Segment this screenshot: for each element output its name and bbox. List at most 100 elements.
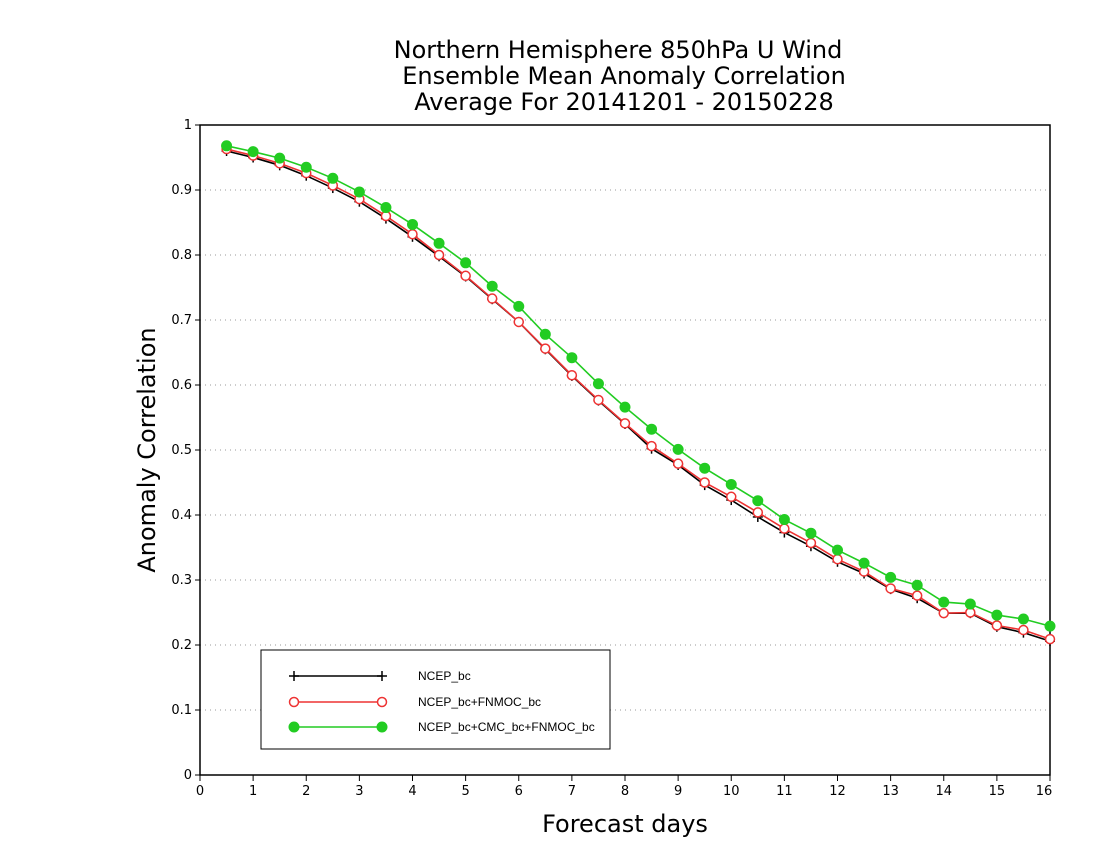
x-tick-label: 2 [302,784,310,799]
data-point [288,696,300,708]
data-point [327,172,339,184]
data-point [725,478,737,490]
x-tick-label: 9 [674,784,682,799]
series-layer [221,140,1056,647]
series-1 [221,146,1055,647]
data-point [513,316,524,328]
y-tick-label: 0.9 [171,183,192,198]
data-point [672,443,684,455]
x-tick-label: 5 [461,784,469,799]
x-tick-label: 6 [515,784,523,799]
x-axis-label: Forecast days [542,810,708,838]
data-point [964,598,976,610]
x-tick-label: 4 [408,784,416,799]
data-point [486,280,498,292]
x-axis: 0 1 2 3 4 5 6 7 8 9 10 11 12 13 14 15 16 [196,775,1052,799]
data-point [1044,620,1056,632]
data-point [832,544,843,556]
x-tick-label: 0 [196,784,204,799]
data-point [513,300,525,312]
x-tick-label: 11 [776,784,793,799]
y-axis-label: Anomaly Correlation [133,327,161,572]
series-line [226,145,1051,627]
data-point [885,583,896,594]
data-point [805,537,817,549]
legend-label: NCEP_bc+CMC_bc+FNMOC_bc [418,720,595,734]
data-point [805,527,817,539]
data-point [407,228,418,240]
x-tick-label: 3 [355,784,363,799]
data-point [778,514,790,526]
data-point [486,293,498,304]
data-point [539,328,551,340]
chart-title: Northern Hemisphere 850hPa U Wind Ensemb… [394,36,846,116]
data-point [858,557,870,569]
data-point [377,671,387,681]
data-point [1017,613,1029,625]
legend-item: NCEP_bc [289,669,471,683]
y-tick-label: 0.7 [171,313,192,328]
data-point [300,161,312,173]
y-tick-label: 0.6 [171,378,192,393]
data-point [646,423,658,435]
data-point [274,152,286,164]
data-point [991,609,1003,621]
data-point [832,553,843,565]
y-axis: 0 0.1 0.2 0.3 0.4 0.5 0.6 0.7 0.8 0.9 1 [171,118,200,783]
y-tick-label: 1 [184,118,192,133]
x-tick-label: 1 [249,784,257,799]
data-point [460,270,471,282]
data-point [566,370,578,381]
data-point [566,352,578,364]
data-point [353,186,365,198]
data-point [1018,624,1029,636]
data-point [289,671,299,681]
data-point [779,523,790,534]
data-point [726,491,737,503]
title-line-3: Average For 20141201 - 20150228 [414,88,834,116]
x-tick-label: 16 [1036,784,1053,799]
data-point [619,418,631,429]
legend-item: NCEP_bc+CMC_bc+FNMOC_bc [288,720,595,734]
x-tick-label: 13 [882,784,899,799]
data-point [752,495,764,507]
legend-label: NCEP_bc+FNMOC_bc [418,695,541,709]
data-point [885,571,897,583]
x-tick-label: 10 [723,784,740,799]
data-point [938,596,950,608]
data-point [592,378,604,390]
data-point [376,696,388,708]
y-tick-label: 0.8 [171,248,192,263]
y-tick-label: 0.4 [171,508,192,523]
data-point [407,218,418,230]
title-line-2: Ensemble Mean Anomaly Correlation [402,62,846,90]
data-point [460,257,472,269]
data-point [376,721,388,733]
data-point [221,140,233,152]
x-tick-label: 12 [829,784,846,799]
data-point [938,607,949,619]
series-line [226,148,1051,640]
data-point [699,462,711,474]
y-tick-label: 0.5 [171,443,192,458]
y-tick-label: 0.3 [171,573,192,588]
data-point [619,401,631,413]
x-tick-label: 8 [621,784,629,799]
data-point [699,477,710,488]
data-point [380,202,392,214]
data-point [433,249,445,261]
data-point [911,579,923,591]
series-3 [221,140,1056,632]
data-point [288,721,300,733]
data-point [247,146,259,158]
x-tick-label: 15 [989,784,1006,799]
data-point [991,620,1003,631]
data-point [752,507,764,518]
data-point [593,394,604,406]
y-tick-label: 0.1 [171,703,192,718]
data-point [1044,633,1056,645]
grid-lines [200,189,1050,711]
legend-item: NCEP_bc+FNMOC_bc [288,695,541,709]
legend-box [260,649,611,750]
